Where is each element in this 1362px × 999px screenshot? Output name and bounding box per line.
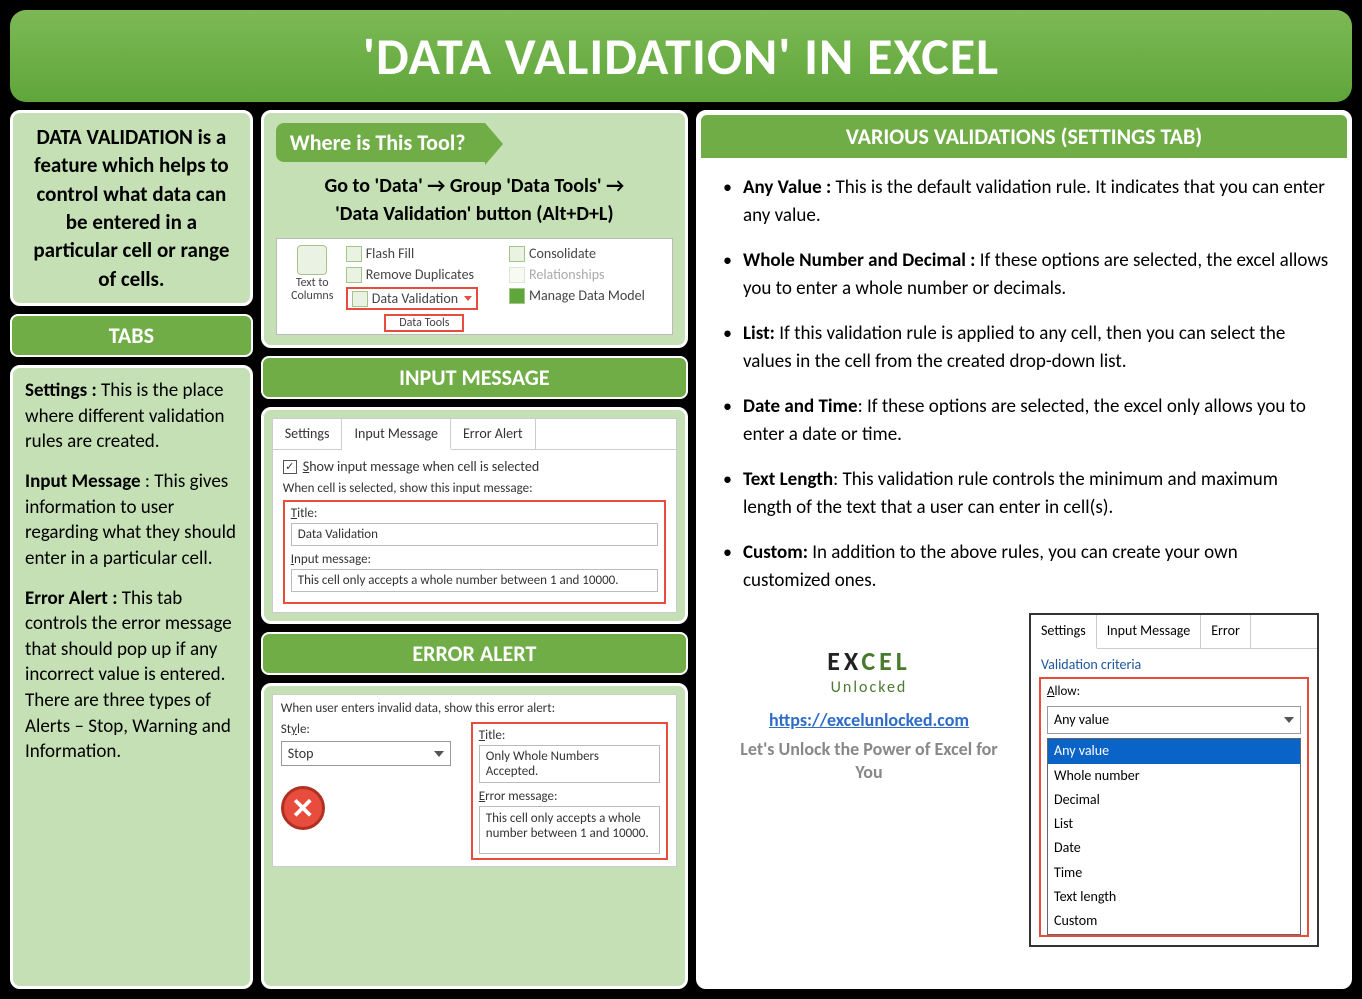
manage-model-icon — [509, 288, 525, 304]
validations-list: Any Value : This is the default validati… — [719, 174, 1329, 595]
page-title: 'DATA VALIDATION' IN EXCEL — [10, 10, 1352, 102]
input-message-header: INPUT MESSAGE — [261, 356, 688, 399]
style-label: Style: — [281, 722, 461, 737]
when-selected-label: When cell is selected, show this input m… — [283, 481, 666, 496]
err-title-input[interactable]: Only Whole Numbers Accepted. — [479, 745, 660, 783]
tabs-header: TABS — [10, 314, 253, 357]
tab-error-text: This tab controls the error message that… — [25, 587, 232, 764]
chevron-down-icon — [434, 751, 444, 757]
validation-criteria-label: Validation criteria — [1031, 649, 1317, 677]
val-list-label: List: — [743, 322, 775, 345]
error-when-label: When user enters invalid data, show this… — [281, 701, 668, 716]
flash-fill-icon — [346, 246, 362, 262]
dlg-tab-error-alert[interactable]: Error Alert — [451, 419, 536, 449]
input-msg-field-label: Input message: — [291, 552, 658, 567]
ribbon-box: Text to Columns Flash Fill Remove Duplic… — [276, 238, 673, 335]
tabs-body: Settings : This is the place where diffe… — [10, 365, 253, 989]
intro-block: DATA VALIDATION is a feature which helps… — [10, 110, 253, 306]
err-title-label: Title: — [479, 728, 660, 743]
manage-model-button[interactable]: Manage Data Model — [529, 287, 645, 304]
val-any-text: This is the default validation rule. It … — [743, 176, 1325, 227]
val-date-label: Date and Time — [743, 395, 858, 418]
val-whole-label: Whole Number and Decimal : — [743, 249, 975, 272]
allow-label: Allow: — [1047, 683, 1301, 702]
err-msg-input[interactable]: This cell only accepts a whole number be… — [479, 806, 660, 854]
settings-dlg-tab-settings[interactable]: Settings — [1031, 615, 1097, 649]
remove-duplicates-icon — [346, 267, 362, 283]
allow-option[interactable]: Custom — [1048, 909, 1300, 933]
data-validation-button[interactable]: Data Validation — [346, 287, 478, 310]
allow-option[interactable]: Decimal — [1048, 788, 1300, 812]
tab-error-label: Error Alert : — [25, 587, 117, 610]
data-validation-icon — [352, 291, 368, 307]
val-list-text: If this validation rule is applied to an… — [743, 322, 1285, 373]
style-select[interactable]: Stop — [281, 741, 451, 766]
error-alert-block: When user enters invalid data, show this… — [261, 683, 688, 989]
allow-option[interactable]: Date — [1048, 836, 1300, 860]
brand-link[interactable]: https://excelunlocked.com — [729, 707, 1009, 733]
consolidate-icon — [509, 246, 525, 262]
allow-dropdown-list: Any value Whole number Decimal List Date… — [1047, 738, 1301, 934]
branding-block: EXCEL Unlocked https://excelunlocked.com… — [729, 613, 1009, 785]
title-input[interactable]: Data Validation — [291, 523, 658, 546]
intro-text: DATA VALIDATION is a feature which helps… — [25, 123, 238, 293]
flash-fill-button[interactable]: Flash Fill — [366, 245, 414, 262]
brand-sub: Unlocked — [729, 676, 1009, 699]
show-input-label: Show input message when cell is selected — [303, 458, 539, 475]
where-header: Where is This Tool? — [276, 123, 486, 162]
allow-option[interactable]: Any value — [1048, 739, 1300, 763]
settings-dlg-tab-input[interactable]: Input Message — [1097, 615, 1201, 648]
input-message-block: Settings Input Message Error Alert ✓ Sho… — [261, 407, 688, 624]
allow-select[interactable]: Any value — [1047, 706, 1301, 734]
err-msg-label: Error message: — [479, 789, 660, 804]
relationships-button: Relationships — [529, 266, 604, 283]
where-block: Where is This Tool? Go to 'Data' → Group… — [261, 110, 688, 348]
chevron-down-icon — [1284, 717, 1294, 723]
where-path: Go to 'Data' → Group 'Data Tools' → 'Dat… — [276, 172, 673, 228]
tab-settings-label: Settings : — [25, 379, 97, 402]
error-alert-header: ERROR ALERT — [261, 632, 688, 675]
remove-duplicates-button[interactable]: Remove Duplicates — [366, 266, 474, 283]
ribbon-group-label: Data Tools — [384, 314, 464, 332]
settings-dialog: Settings Input Message Error Validation … — [1029, 613, 1319, 947]
stop-error-icon: ✕ — [281, 786, 325, 830]
brand-tagline: Let's Unlock the Power of Excel for You — [729, 738, 1009, 785]
val-custom-label: Custom: — [743, 541, 808, 564]
consolidate-button[interactable]: Consolidate — [529, 245, 596, 262]
input-msg-input[interactable]: This cell only accepts a whole number be… — [291, 569, 658, 592]
allow-option[interactable]: Time — [1048, 861, 1300, 885]
brand-logo: EXCEL — [729, 643, 1009, 681]
val-textlen-label: Text Length — [743, 468, 833, 491]
text-to-columns-icon — [297, 245, 327, 275]
allow-option[interactable]: Whole number — [1048, 764, 1300, 788]
tab-input-label: Input Message — [25, 470, 141, 493]
settings-dlg-tab-error[interactable]: Error — [1201, 615, 1251, 648]
text-to-columns-label[interactable]: Text to Columns — [291, 276, 333, 303]
title-field-label: Title: — [291, 506, 658, 521]
val-any-label: Any Value : — [743, 176, 831, 199]
dlg-tab-input-message[interactable]: Input Message — [342, 419, 450, 450]
relationships-icon — [509, 267, 525, 283]
dropdown-caret-icon — [464, 296, 472, 301]
show-input-checkbox[interactable]: ✓ — [283, 460, 297, 474]
allow-option[interactable]: Text length — [1048, 885, 1300, 909]
val-custom-text: In addition to the above rules, you can … — [743, 541, 1238, 592]
dlg-tab-settings[interactable]: Settings — [273, 419, 343, 449]
validations-header: VARIOUS VALIDATIONS (SETTINGS TAB) — [699, 113, 1349, 160]
allow-option[interactable]: List — [1048, 812, 1300, 836]
